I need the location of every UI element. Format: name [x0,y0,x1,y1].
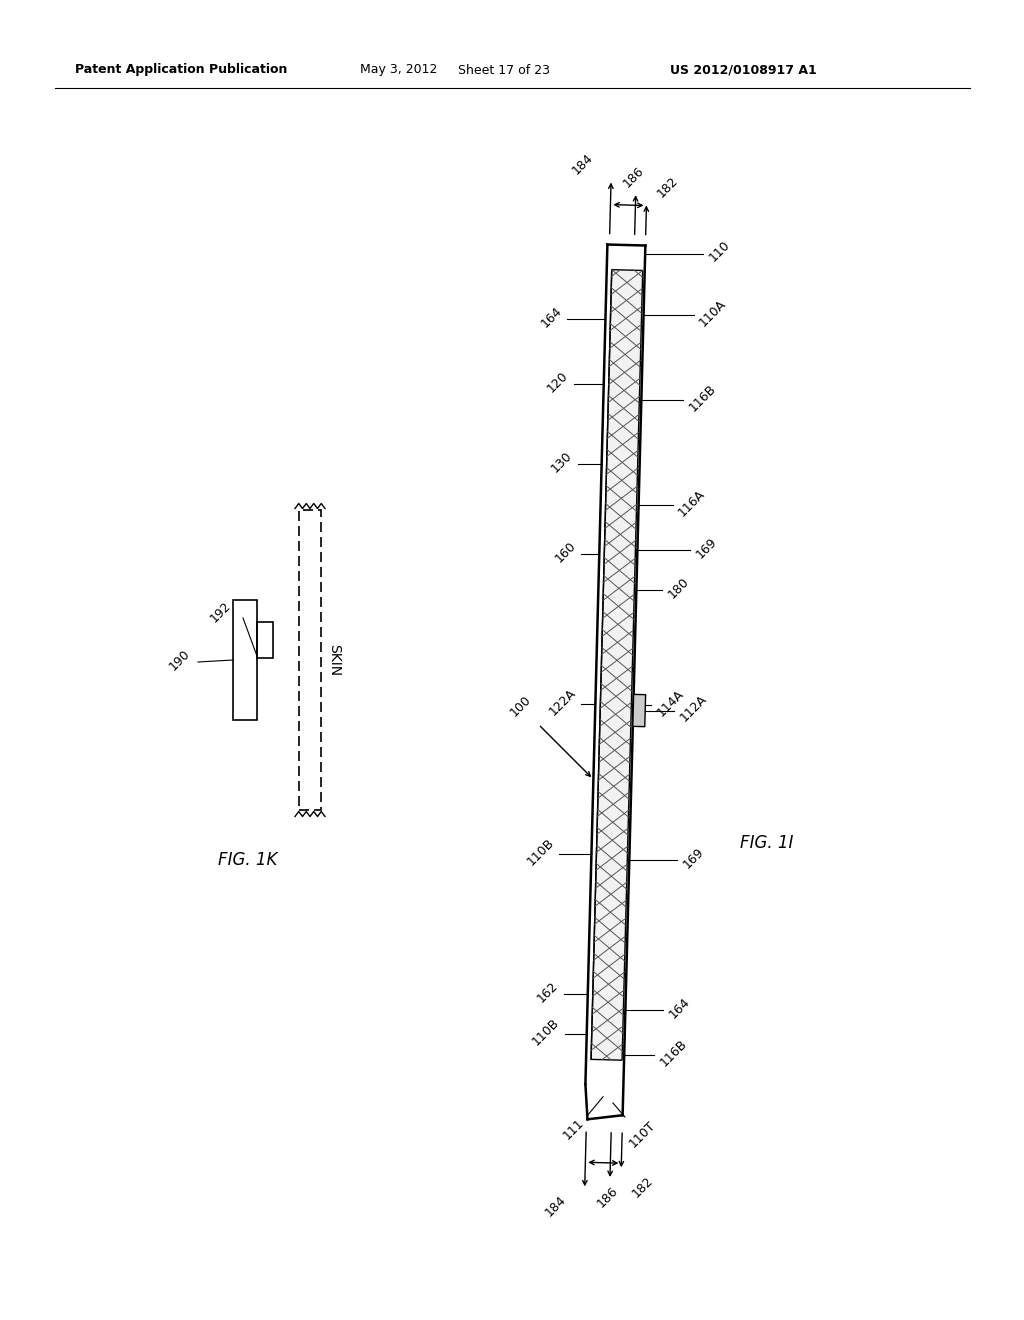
Text: 110A: 110A [696,297,728,330]
Text: 122A: 122A [547,686,579,718]
Text: 169: 169 [693,536,719,561]
Text: 100: 100 [507,693,534,719]
Text: 130: 130 [549,449,574,475]
Text: 182: 182 [654,174,681,201]
Text: 190: 190 [167,647,193,673]
Text: 110: 110 [707,239,732,264]
Text: Patent Application Publication: Patent Application Publication [75,63,288,77]
Text: 184: 184 [543,1193,568,1220]
Text: 162: 162 [535,979,561,1006]
Text: SKIN: SKIN [327,644,341,676]
Text: 116A: 116A [676,487,708,519]
Text: US 2012/0108917 A1: US 2012/0108917 A1 [670,63,817,77]
Text: FIG. 1K: FIG. 1K [218,851,278,869]
Polygon shape [633,694,645,727]
Text: 169: 169 [680,845,707,871]
Text: 160: 160 [552,540,579,565]
Text: 186: 186 [595,1184,621,1210]
Bar [233,601,257,719]
Bar [257,622,273,657]
Text: May 3, 2012: May 3, 2012 [360,63,437,77]
Polygon shape [591,269,643,1060]
Text: 116B: 116B [657,1038,689,1069]
Text: 164: 164 [539,305,564,330]
Text: 164: 164 [667,995,692,1022]
Text: 184: 184 [569,152,595,178]
Text: 192: 192 [207,599,233,624]
Text: 120: 120 [545,370,570,396]
Text: 116B: 116B [686,383,718,414]
Text: Sheet 17 of 23: Sheet 17 of 23 [458,63,550,77]
Bar [299,510,321,810]
Text: 114A: 114A [654,688,686,719]
Text: 180: 180 [666,576,691,602]
Text: 182: 182 [629,1175,655,1200]
Text: 112A: 112A [677,693,709,725]
Text: 111: 111 [560,1117,586,1143]
Text: 186: 186 [621,164,647,190]
Text: 110B: 110B [529,1016,562,1048]
Text: FIG. 1I: FIG. 1I [739,834,794,851]
Text: 110B: 110B [524,837,556,869]
Text: 110T: 110T [627,1119,658,1151]
